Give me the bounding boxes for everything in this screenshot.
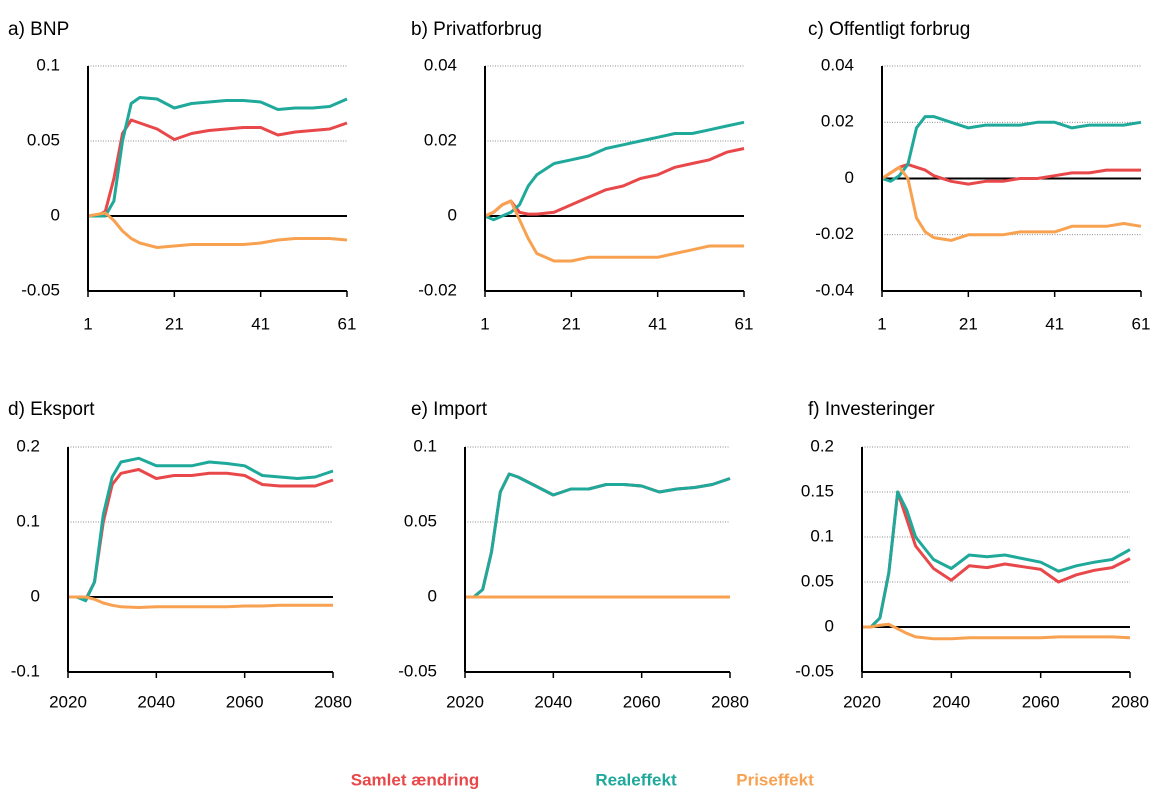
legend-entry: Realeffekt <box>595 770 677 789</box>
chart-title: c) Offentligt forbrug <box>808 19 970 40</box>
y-tick-label: 0.1 <box>16 511 40 530</box>
legend-entry: Priseffekt <box>736 770 814 789</box>
y-tick-label: 0.04 <box>821 55 854 74</box>
x-tick-label: 2080 <box>711 692 749 711</box>
y-tick-label: 0.04 <box>424 55 457 74</box>
x-tick-label: 21 <box>959 314 978 333</box>
x-tick-label: 61 <box>338 314 357 333</box>
y-tick-label: 0 <box>448 205 457 224</box>
y-tick-label: 0.05 <box>801 571 834 590</box>
y-tick-label: 0 <box>51 205 60 224</box>
y-tick-label: -0.04 <box>815 280 854 299</box>
x-tick-label: 2020 <box>843 692 881 711</box>
y-tick-label: 0 <box>825 616 834 635</box>
x-tick-label: 61 <box>735 314 754 333</box>
y-tick-label: 0.1 <box>810 526 834 545</box>
x-tick-label: 2060 <box>226 692 264 711</box>
line-series <box>881 165 1142 242</box>
y-tick-label: 0 <box>845 168 854 187</box>
x-tick-label: 61 <box>1132 314 1151 333</box>
y-tick-label: 0.02 <box>821 112 854 131</box>
y-tick-label: 0.2 <box>810 436 834 455</box>
line-series <box>87 211 348 249</box>
chart-title: a) BNP <box>8 19 69 40</box>
line-series <box>88 96 348 218</box>
line-series <box>862 490 1131 629</box>
line-series <box>484 199 744 263</box>
x-tick-label: 41 <box>1045 314 1064 333</box>
legend-entry: Samlet ændring <box>351 770 479 789</box>
x-tick-label: 41 <box>251 314 270 333</box>
x-tick-label: 2060 <box>1022 692 1060 711</box>
y-tick-label: 0.02 <box>424 130 457 149</box>
y-tick-label: -0.05 <box>398 661 437 680</box>
y-tick-label: 0.1 <box>36 55 60 74</box>
x-tick-label: 2080 <box>1111 692 1149 711</box>
line-series <box>68 456 334 603</box>
x-tick-label: 1 <box>877 314 886 333</box>
x-tick-label: 21 <box>165 314 184 333</box>
y-tick-label: -0.02 <box>815 224 854 243</box>
y-tick-label: 0.05 <box>404 511 437 530</box>
line-series <box>881 115 1142 183</box>
x-tick-label: 2040 <box>137 692 175 711</box>
x-tick-label: 1 <box>480 314 489 333</box>
x-tick-label: 2040 <box>534 692 572 711</box>
line-series <box>862 622 1131 641</box>
y-tick-label: 0.15 <box>801 481 834 500</box>
y-tick-label: -0.05 <box>21 280 60 299</box>
x-tick-label: 41 <box>648 314 667 333</box>
x-tick-label: 1 <box>83 314 92 333</box>
chart-title: f) Investeringer <box>808 399 935 420</box>
y-tick-label: -0.02 <box>418 280 457 299</box>
chart-title: b) Privatforbrug <box>411 19 542 40</box>
y-tick-label: -0.1 <box>11 661 40 680</box>
y-tick-label: -0.05 <box>795 661 834 680</box>
line-series <box>862 490 1131 629</box>
y-tick-label: 0.05 <box>27 130 60 149</box>
x-tick-label: 21 <box>562 314 581 333</box>
line-series <box>881 162 1141 186</box>
x-tick-label: 2020 <box>49 692 87 711</box>
y-tick-label: 0.2 <box>16 436 40 455</box>
chart-title: e) Import <box>411 399 488 420</box>
line-series <box>465 472 731 599</box>
line-series <box>68 468 334 601</box>
x-tick-label: 2080 <box>314 692 352 711</box>
line-series <box>68 595 333 609</box>
line-series <box>465 472 731 599</box>
line-series <box>484 147 745 218</box>
x-tick-label: 2040 <box>932 692 970 711</box>
y-tick-label: 0.1 <box>413 436 437 455</box>
y-tick-label: 0 <box>31 586 40 605</box>
line-series <box>484 120 745 222</box>
x-tick-label: 2060 <box>623 692 661 711</box>
x-tick-label: 2020 <box>446 692 484 711</box>
y-tick-label: 0 <box>428 586 437 605</box>
chart-title: d) Eksport <box>8 399 95 420</box>
line-series <box>88 118 348 218</box>
